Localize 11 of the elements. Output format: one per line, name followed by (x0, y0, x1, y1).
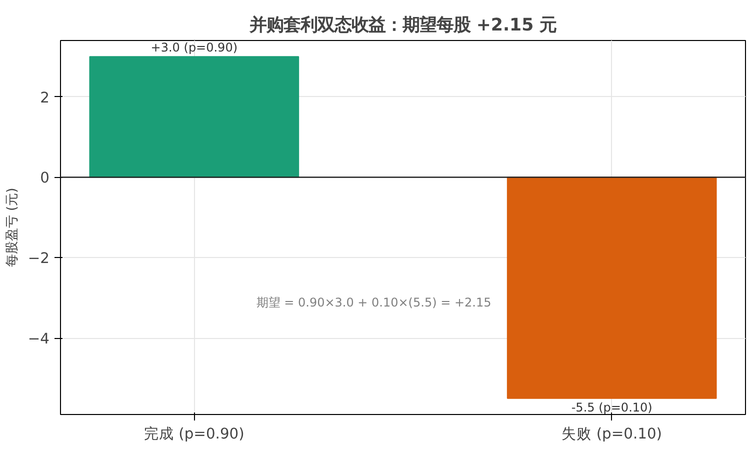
chart-title: 并购套利双态收益：期望每股 +2.15 元 (248, 16, 557, 36)
data-label: -5.5 (p=0.10) (571, 400, 652, 414)
y-tick-label: −4 (28, 330, 50, 348)
x-tick-label: 完成 (p=0.90) (144, 426, 244, 442)
y-tick-label: 2 (40, 89, 50, 106)
y-axis-title: 每股盈亏 (元) (4, 188, 20, 268)
x-tick-label: 失败 (p=0.10) (562, 426, 662, 442)
y-tick-label: 0 (40, 170, 50, 187)
data-label: +3.0 (p=0.90) (150, 40, 238, 55)
annotation: 期望 = 0.90×3.0 + 0.10×(5.5) = +2.15 (256, 295, 492, 310)
y-tick-label: −2 (28, 250, 50, 268)
